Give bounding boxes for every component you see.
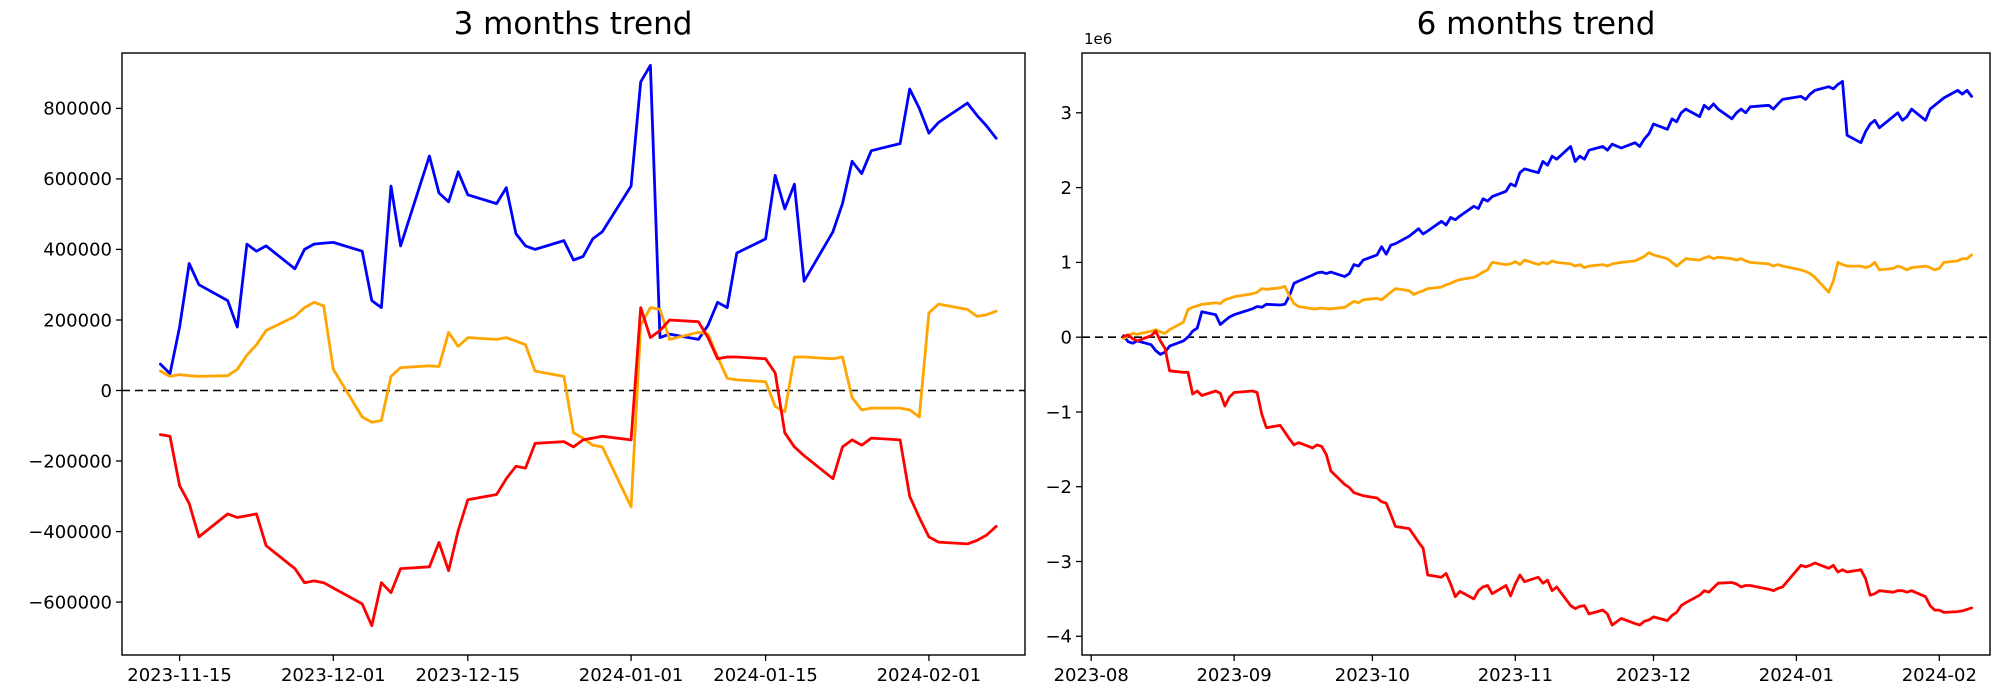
chart-title-6-months: 6 months trend <box>1416 6 1656 42</box>
orange-line <box>1122 251 1973 341</box>
y-axis-offset-label: 1e6 <box>1084 30 1113 48</box>
y-tick-label: −3 <box>1045 552 1072 573</box>
orange-line <box>158 300 998 509</box>
x-tick-label: 2024-01 <box>1759 665 1834 686</box>
x-tick-label: 2023-10 <box>1335 665 1410 686</box>
x-tick-label: 2024-02-01 <box>877 665 982 686</box>
red-line <box>1122 329 1973 627</box>
x-tick-label: 2024-01-01 <box>579 665 684 686</box>
series-group <box>1122 80 1973 627</box>
y-tick-label: −4 <box>1045 627 1072 648</box>
red-line <box>158 306 998 628</box>
y-tick-label: 600000 <box>43 169 112 190</box>
blue-line <box>158 63 998 376</box>
y-tick-label: −400000 <box>28 522 112 543</box>
plot-border <box>121 52 1026 656</box>
x-tick-label: 2023-12-15 <box>415 665 520 686</box>
y-tick-label: −2 <box>1045 477 1072 498</box>
x-tick-label: 2023-08 <box>1054 665 1129 686</box>
x-tick-label: 2024-02 <box>1902 665 1977 686</box>
x-tick-label: 2023-12 <box>1616 665 1691 686</box>
y-tick-label: −200000 <box>28 451 112 472</box>
x-tick-label: 2023-09 <box>1196 665 1271 686</box>
y-tick-label: 1 <box>1061 253 1072 274</box>
x-tick-label: 2023-12-01 <box>281 665 386 686</box>
x-tick-label: 2024-01-15 <box>713 665 818 686</box>
y-tick-label: 400000 <box>43 240 112 261</box>
x-tick-label: 2023-11 <box>1478 665 1553 686</box>
y-tick-label: 200000 <box>43 310 112 331</box>
y-tick-label: −600000 <box>28 592 112 613</box>
y-tick-label: 800000 <box>43 99 112 120</box>
plot-border <box>1081 52 1991 656</box>
chart-title-3-months: 3 months trend <box>453 6 693 42</box>
y-tick-label: 0 <box>101 381 112 402</box>
y-tick-label: 0 <box>1061 328 1072 349</box>
series-group <box>158 63 998 628</box>
y-tick-label: 2 <box>1061 178 1072 199</box>
y-tick-label: 3 <box>1061 103 1072 124</box>
x-tick-label: 2023-11-15 <box>127 665 232 686</box>
blue-line <box>1122 80 1973 356</box>
y-tick-label: −1 <box>1045 402 1072 423</box>
